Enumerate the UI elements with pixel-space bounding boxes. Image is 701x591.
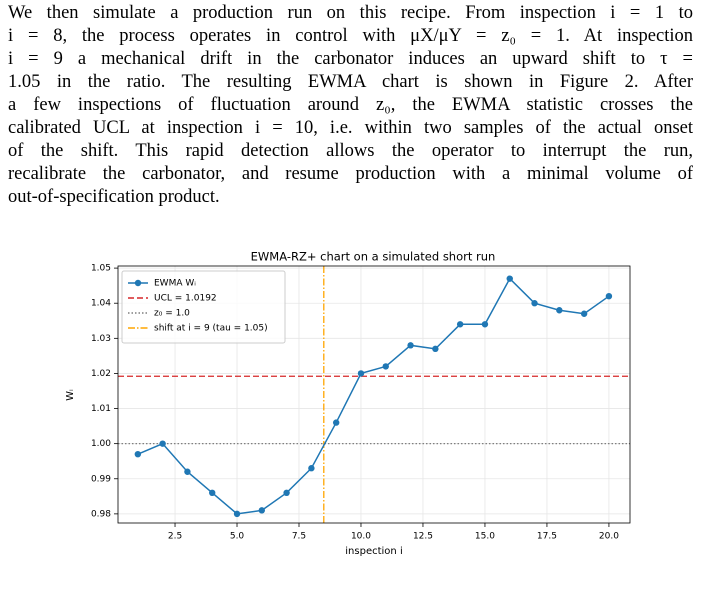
legend-box — [121, 270, 286, 344]
chart-title: EWMA-RZ+ chart on a simulated short run — [251, 250, 496, 264]
y-tick-label: 1.05 — [91, 264, 111, 274]
y-axis-label: Wᵢ — [65, 389, 76, 401]
data-point — [134, 450, 142, 458]
x-tick-label: 20.0 — [599, 532, 619, 542]
text-line: We then simulate a production run on thi… — [8, 3, 693, 23]
legend-label: EWMA Wᵢ — [154, 279, 196, 289]
text-line: calibrated UCL at inspection i = 10, i.e… — [8, 118, 693, 138]
data-point — [580, 310, 588, 317]
y-tick-label: 1.00 — [91, 439, 111, 449]
data-point — [481, 321, 489, 328]
data-point — [184, 468, 191, 475]
y-tick-label: 1.03 — [91, 334, 111, 344]
x-tick-label: 7.5 — [292, 532, 306, 542]
y-tick-label: 1.04 — [91, 299, 111, 309]
text-line: a few inspections of fluctuation around … — [8, 95, 693, 115]
data-point — [531, 300, 538, 307]
data-point — [432, 345, 439, 353]
data-point — [407, 342, 414, 349]
legend-label: shift at i = 9 (tau = 1.05) — [154, 324, 268, 334]
data-point — [605, 292, 613, 300]
data-point — [258, 507, 266, 514]
text-line: out-of-specification product. — [8, 187, 220, 207]
legend-label: UCL = 1.0192 — [154, 294, 217, 304]
text-line: of the shift. This rapid detection allow… — [8, 141, 693, 161]
x-axis-label: inspection i — [345, 546, 402, 557]
data-point — [556, 307, 563, 314]
data-point — [308, 465, 315, 472]
legend-label: z₀ = 1.0 — [154, 309, 190, 319]
y-tick-label: 0.99 — [91, 474, 111, 484]
x-tick-label: 10.0 — [351, 532, 371, 542]
plot-frame — [117, 265, 631, 524]
x-tick-label: 17.5 — [537, 532, 557, 542]
data-point — [382, 363, 389, 370]
x-tick-label: 2.5 — [168, 532, 182, 542]
x-tick-label: 15.0 — [475, 532, 495, 542]
text-line: i = 8, the process operates in control w… — [8, 26, 693, 46]
y-tick-label: 0.98 — [91, 509, 111, 519]
text-line: i = 9 a mechanical drift in the carbonat… — [8, 49, 693, 69]
series-line — [137, 277, 610, 515]
y-tick-label: 1.02 — [91, 369, 111, 379]
data-point — [357, 370, 365, 377]
legend-marker — [134, 279, 142, 287]
data-point — [283, 489, 290, 497]
data-point — [506, 275, 513, 282]
text-line: 1.05 in the ratio. The resulting EWMA ch… — [8, 72, 693, 92]
y-tick-label: 1.01 — [91, 404, 111, 414]
data-point — [456, 321, 464, 328]
data-point — [159, 440, 166, 447]
data-point — [233, 510, 241, 518]
data-point — [209, 489, 216, 497]
x-tick-label: 5.0 — [230, 532, 245, 542]
x-tick-label: 12.5 — [413, 532, 433, 542]
data-point — [332, 419, 340, 426]
paragraph: We then simulate a production run on thi… — [8, 2, 693, 209]
text-line: recalibrate the carbonator, and resume p… — [8, 164, 693, 184]
